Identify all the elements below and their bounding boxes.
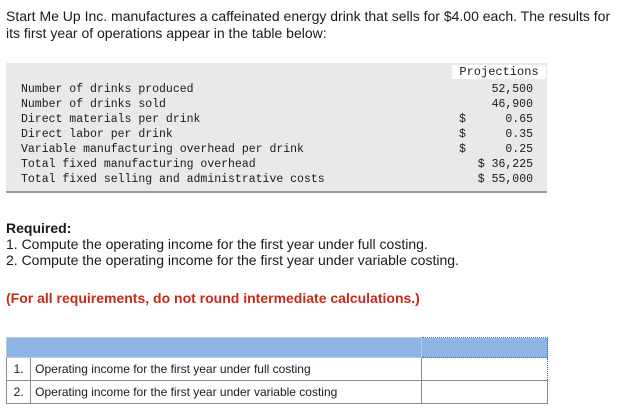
row-currency: $ <box>459 128 466 141</box>
projections-table: Projections Number of drinks produced 52… <box>6 63 547 193</box>
full-costing-income-input[interactable] <box>422 358 551 380</box>
table-row: Direct materials per drink $ 0.65 <box>6 112 547 127</box>
row-label: Total fixed manufacturing overhead <box>21 158 256 171</box>
required-item: 1. Compute the operating income for the … <box>6 236 428 252</box>
row-value: $ 36,225 <box>477 158 533 171</box>
row-label: Direct labor per drink <box>21 128 173 141</box>
row-value: 0.35 <box>505 128 533 141</box>
row-value: 46,900 <box>491 98 533 111</box>
answer-label: Operating income for the first year unde… <box>30 357 423 381</box>
table-row: Total fixed manufacturing overhead $ 36,… <box>6 157 547 172</box>
answer-table: 1. Operating income for the first year u… <box>5 337 551 404</box>
answer-header <box>5 337 423 358</box>
rounding-note: (For all requirements, do not round inte… <box>6 290 420 306</box>
answer-header-input <box>421 337 548 358</box>
row-value: $ 55,000 <box>477 173 533 186</box>
row-label: Variable manufacturing overhead per drin… <box>21 143 304 156</box>
table-row: Total fixed selling and administrative c… <box>6 172 547 187</box>
row-currency: $ <box>459 143 466 156</box>
answer-cell <box>421 357 551 381</box>
answer-row: 1. Operating income for the first year u… <box>5 357 551 381</box>
row-label: Number of drinks sold <box>21 98 166 111</box>
row-label: Total fixed selling and administrative c… <box>21 173 325 186</box>
required-section: Required: 1. Compute the operating incom… <box>6 220 459 268</box>
required-item: 2. Compute the operating income for the … <box>6 252 459 268</box>
table-row: Variable manufacturing overhead per drin… <box>6 142 547 157</box>
answer-number: 1. <box>5 357 32 381</box>
row-value: 0.25 <box>505 143 533 156</box>
answer-label: Operating income for the first year unde… <box>30 380 423 404</box>
row-label: Number of drinks produced <box>21 83 194 96</box>
table-row: Number of drinks produced 52,500 <box>6 82 547 97</box>
row-value: 0.65 <box>505 113 533 126</box>
variable-costing-income-input[interactable] <box>422 381 551 403</box>
table-row: Number of drinks sold 46,900 <box>6 97 547 112</box>
table-row: Direct labor per drink $ 0.35 <box>6 127 547 142</box>
answer-cell <box>421 380 551 404</box>
answer-row: 2. Operating income for the first year u… <box>5 380 551 404</box>
row-value: 52,500 <box>491 83 533 96</box>
projections-header: Projections <box>452 65 546 79</box>
row-currency: $ <box>459 113 466 126</box>
row-label: Direct materials per drink <box>21 113 201 126</box>
problem-intro: Start Me Up Inc. manufactures a caffeina… <box>6 8 611 41</box>
answer-number: 2. <box>5 380 32 404</box>
answer-header-row <box>5 337 548 358</box>
required-title: Required: <box>6 220 72 236</box>
